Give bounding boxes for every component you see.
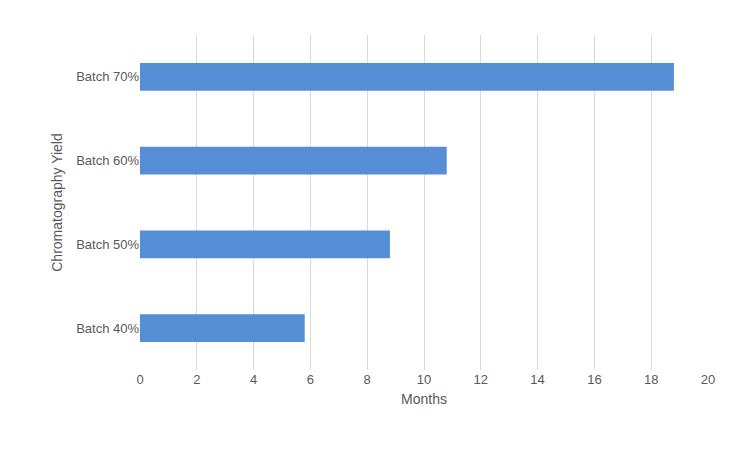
svg-text:8: 8 bbox=[364, 372, 371, 387]
svg-text:Batch 70%: Batch 70% bbox=[76, 69, 139, 84]
svg-text:14: 14 bbox=[530, 372, 544, 387]
svg-text:Batch 50%: Batch 50% bbox=[76, 237, 139, 252]
svg-text:Months: Months bbox=[401, 391, 447, 407]
svg-text:Batch 40%: Batch 40% bbox=[76, 321, 139, 336]
svg-text:6: 6 bbox=[307, 372, 314, 387]
svg-text:0: 0 bbox=[136, 372, 143, 387]
svg-text:2: 2 bbox=[193, 372, 200, 387]
svg-text:12: 12 bbox=[474, 372, 488, 387]
svg-text:Chromatography Yield: Chromatography Yield bbox=[49, 133, 65, 272]
svg-text:Batch 60%: Batch 60% bbox=[76, 153, 139, 168]
svg-text:16: 16 bbox=[587, 372, 601, 387]
svg-text:18: 18 bbox=[644, 372, 658, 387]
svg-text:10: 10 bbox=[417, 372, 431, 387]
svg-text:20: 20 bbox=[701, 372, 715, 387]
svg-text:4: 4 bbox=[250, 372, 257, 387]
